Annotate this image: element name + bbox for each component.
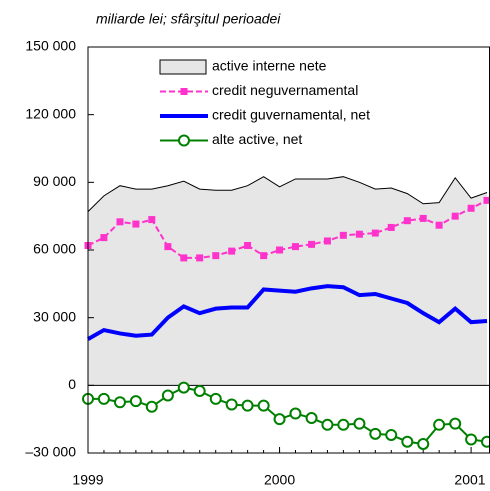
marker xyxy=(228,247,236,255)
y-tick-label: 60 000 xyxy=(33,241,76,257)
chart-subtitle: miliarde lei; sfârşitul perioadei xyxy=(96,11,281,27)
marker xyxy=(323,237,331,245)
marker xyxy=(132,220,140,228)
marker xyxy=(257,399,270,412)
marker xyxy=(289,407,302,420)
marker xyxy=(433,418,446,431)
x-tick-label: 2001 xyxy=(454,472,485,488)
marker xyxy=(129,395,142,408)
marker xyxy=(305,412,318,425)
marker xyxy=(355,230,363,238)
marker xyxy=(180,254,188,262)
marker xyxy=(291,243,299,251)
marker xyxy=(164,243,172,251)
legend-marker xyxy=(178,134,190,147)
marker xyxy=(401,435,414,448)
x-tick-label: 2000 xyxy=(264,472,295,488)
y-tick-label: 90 000 xyxy=(33,173,76,189)
marker xyxy=(97,392,110,405)
marker xyxy=(193,384,206,397)
marker xyxy=(212,252,220,260)
marker xyxy=(481,435,490,448)
line xyxy=(88,386,488,446)
marker xyxy=(273,413,286,426)
marker xyxy=(385,428,398,441)
y-tick-label: 120 000 xyxy=(25,105,76,121)
legend-swatch xyxy=(159,59,207,75)
marker xyxy=(467,204,475,212)
line xyxy=(87,284,488,341)
marker xyxy=(449,417,462,430)
marker xyxy=(100,234,108,242)
marker xyxy=(276,246,284,254)
x-tick-label: 1999 xyxy=(72,472,103,488)
legend-label: credit neguvernamental xyxy=(212,82,358,98)
marker xyxy=(244,241,252,249)
marker xyxy=(419,214,427,222)
marker xyxy=(161,389,174,402)
legend-marker xyxy=(180,88,188,95)
marker xyxy=(371,229,379,237)
marker xyxy=(387,223,395,231)
y-tick-label: –30 000 xyxy=(25,444,76,460)
marker xyxy=(417,437,430,450)
marker xyxy=(225,398,238,411)
legend-label: active interne nete xyxy=(212,58,327,74)
marker xyxy=(209,392,222,405)
marker xyxy=(369,427,382,440)
marker xyxy=(196,254,204,262)
marker xyxy=(177,381,190,394)
area-outline xyxy=(87,176,488,213)
marker xyxy=(241,399,254,412)
marker xyxy=(403,217,411,225)
marker xyxy=(353,417,366,430)
legend-label: alte active, net xyxy=(212,131,302,147)
marker xyxy=(148,216,156,224)
marker xyxy=(113,396,126,409)
legend-label: credit guvernamental, net xyxy=(212,107,370,123)
marker xyxy=(337,418,350,431)
marker xyxy=(435,221,443,229)
marker xyxy=(116,218,124,226)
marker xyxy=(321,418,334,431)
y-tick-label: 150 000 xyxy=(25,38,76,54)
marker xyxy=(483,196,490,204)
y-tick-label: 30 000 xyxy=(33,308,76,324)
marker xyxy=(465,433,478,446)
marker xyxy=(308,240,316,248)
marker xyxy=(339,231,347,239)
marker xyxy=(451,212,459,220)
area xyxy=(88,176,487,386)
y-tick-label: 0 xyxy=(68,376,76,392)
marker xyxy=(145,400,158,413)
marker xyxy=(260,252,268,260)
